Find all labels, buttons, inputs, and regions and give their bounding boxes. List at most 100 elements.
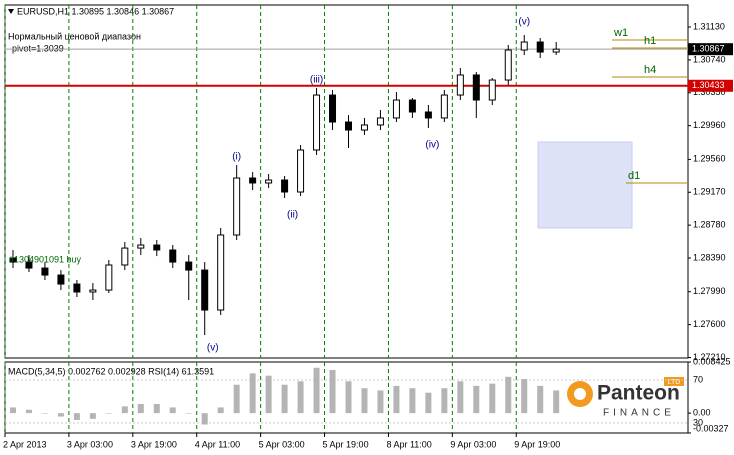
y-tick-label: 1.31130 bbox=[693, 21, 725, 31]
candle-body bbox=[504, 49, 512, 81]
bar bbox=[313, 367, 320, 414]
level-label: h1 bbox=[644, 35, 656, 47]
x-tick-label: 5 Apr 03:00 bbox=[259, 439, 305, 449]
logo-mark bbox=[574, 388, 586, 400]
annotation: (i) bbox=[232, 152, 241, 163]
bar bbox=[377, 390, 384, 414]
candle-body bbox=[73, 283, 81, 293]
candle-body bbox=[456, 74, 464, 96]
bar bbox=[57, 413, 64, 417]
logo: LTD Panteon FINANCE bbox=[567, 377, 684, 419]
range-box bbox=[537, 141, 633, 229]
annotation: (v) bbox=[207, 343, 219, 354]
bar bbox=[9, 407, 16, 414]
level-label: h4 bbox=[644, 64, 656, 76]
candle-body bbox=[344, 121, 352, 131]
bar bbox=[361, 388, 368, 414]
candle-body bbox=[472, 74, 480, 101]
bar bbox=[265, 375, 272, 414]
bar bbox=[393, 385, 400, 414]
price-tag bbox=[688, 43, 733, 56]
candle-body bbox=[360, 124, 368, 131]
price-tag-label: 1.30867 bbox=[692, 44, 725, 54]
logo-badge bbox=[664, 377, 684, 386]
y-tick-label: 1.29960 bbox=[693, 120, 726, 130]
bar bbox=[329, 369, 336, 414]
candle-body bbox=[233, 177, 241, 236]
candle-body bbox=[89, 289, 97, 293]
annotation: (ii) bbox=[287, 210, 298, 221]
annotation: (iii) bbox=[310, 75, 323, 86]
candle-body bbox=[488, 79, 496, 101]
bar bbox=[73, 413, 80, 420]
candle-body bbox=[536, 41, 544, 53]
y-tick-label: 1.29560 bbox=[693, 154, 726, 164]
annotation: (iv) bbox=[425, 140, 439, 151]
bar bbox=[553, 390, 560, 414]
candle-body bbox=[313, 94, 321, 151]
annotation: (v) bbox=[518, 17, 530, 28]
y2-tick-label: 30 bbox=[693, 417, 703, 427]
bar bbox=[457, 381, 464, 414]
x-tick-label: 4 Apr 11:00 bbox=[195, 439, 240, 449]
y-tick-label: 1.28780 bbox=[693, 220, 726, 230]
bar bbox=[185, 413, 192, 414]
price-tag-label: 1.30433 bbox=[692, 80, 725, 90]
y-tick-label: 0.008425 bbox=[693, 356, 731, 366]
bar bbox=[201, 413, 208, 425]
x-tick-label: 3 Apr 03:00 bbox=[67, 439, 113, 449]
candle-body bbox=[392, 99, 400, 119]
candle-body bbox=[424, 111, 432, 119]
candle-body bbox=[41, 267, 49, 276]
candle-body bbox=[552, 48, 560, 53]
bar bbox=[249, 373, 256, 414]
candle-body bbox=[9, 257, 17, 263]
bar bbox=[233, 384, 240, 414]
candle-body bbox=[376, 117, 384, 126]
bar bbox=[41, 413, 48, 414]
bar bbox=[169, 407, 176, 414]
candle-body bbox=[137, 244, 145, 249]
candle-body bbox=[153, 244, 161, 251]
candle-body bbox=[201, 269, 209, 311]
logo-sub: FINANCE bbox=[603, 408, 675, 419]
y-tick-label: 1.29170 bbox=[693, 187, 726, 197]
candle-body bbox=[105, 264, 113, 291]
candle-body bbox=[281, 179, 289, 193]
x-tick-label: 8 Apr 11:00 bbox=[386, 439, 431, 449]
logo-badge-text: LTD bbox=[668, 379, 681, 386]
bar bbox=[297, 381, 304, 414]
x-tick-label: 3 Apr 19:00 bbox=[131, 439, 177, 449]
bar bbox=[25, 409, 32, 414]
bar bbox=[137, 404, 144, 414]
x-tick-label: 9 Apr 03:00 bbox=[450, 439, 496, 449]
x-tick-label: 9 Apr 19:00 bbox=[514, 439, 560, 449]
candle-body bbox=[121, 247, 129, 266]
bar bbox=[521, 379, 528, 414]
candle-body bbox=[217, 234, 225, 311]
level-label: w1 bbox=[613, 27, 628, 39]
candle-body bbox=[297, 149, 305, 193]
bar bbox=[345, 381, 352, 414]
bar bbox=[281, 384, 288, 414]
bar bbox=[441, 388, 448, 414]
annotation: #1304901091 buy bbox=[9, 254, 82, 264]
candle-body bbox=[169, 249, 177, 263]
indicator-title: MACD(5,34,5) 0.002762 0.002928 RSI(14) 6… bbox=[8, 366, 214, 376]
y-tick-label: 1.27990 bbox=[693, 286, 726, 296]
y-tick-label: 1.27210 bbox=[693, 352, 726, 362]
bar bbox=[121, 406, 128, 414]
candle-body bbox=[57, 274, 65, 285]
y-tick-label: 1.30350 bbox=[693, 87, 726, 97]
x-tick-label: 5 Apr 19:00 bbox=[323, 439, 369, 449]
candle-body bbox=[440, 94, 448, 119]
dropdown-icon bbox=[8, 9, 14, 14]
candle-body bbox=[185, 261, 193, 271]
bar bbox=[505, 376, 512, 414]
subtitle: Нормальный ценовой диапазон bbox=[8, 31, 141, 41]
bar bbox=[217, 407, 224, 414]
bar bbox=[473, 385, 480, 414]
y2-tick-label: 70 bbox=[693, 374, 703, 384]
bar bbox=[153, 404, 160, 414]
